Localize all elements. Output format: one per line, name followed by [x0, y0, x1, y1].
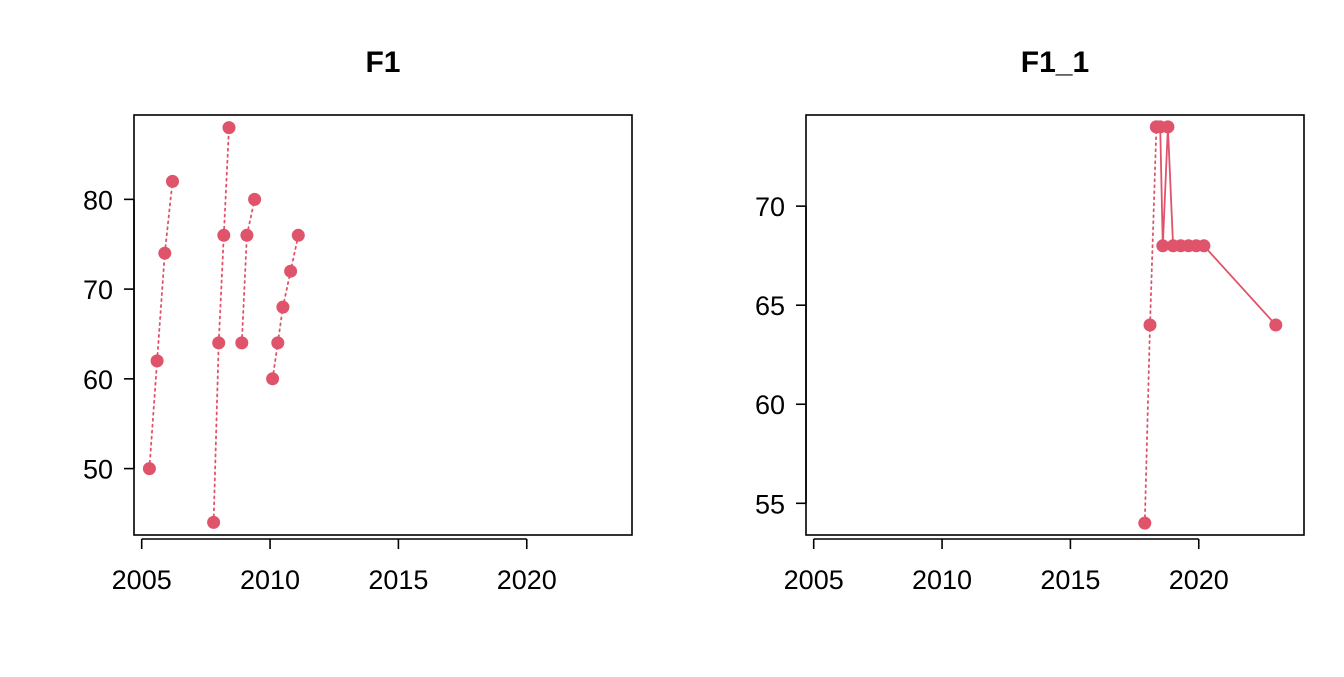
data-point	[1156, 239, 1170, 253]
data-point	[1138, 516, 1152, 530]
x-tick-label: 2010	[240, 565, 300, 595]
panel-f1: F1 2005 2010 2015 2020 50 60 70 80	[83, 46, 633, 595]
data-point	[248, 192, 262, 206]
data-point	[284, 264, 298, 278]
data-point	[276, 300, 290, 314]
data-point	[1197, 239, 1211, 253]
data-point	[222, 121, 236, 135]
data-point	[291, 228, 305, 242]
panel-f1-1: F1_1 2005 2010 2015 2020 55 60 65 70	[755, 46, 1305, 595]
series-line	[1156, 126, 1277, 326]
x-tick-label: 2010	[912, 565, 972, 595]
data-point	[217, 228, 231, 242]
y-tick-label: 60	[755, 390, 785, 420]
y-tick-label: 65	[755, 291, 785, 321]
plot-frame	[805, 114, 1305, 536]
data-point	[207, 515, 221, 529]
x-tick-label: 2020	[1169, 565, 1229, 595]
y-tick-label: 50	[83, 455, 113, 485]
data-point	[158, 246, 172, 260]
data-point	[1161, 120, 1175, 134]
y-tick-label: 55	[755, 489, 785, 519]
data-point	[1143, 318, 1157, 332]
chart-title: F1	[365, 46, 400, 79]
data-point	[142, 462, 156, 476]
series-line	[212, 126, 230, 524]
x-tick-label: 2005	[112, 565, 172, 595]
y-tick-label: 60	[83, 365, 113, 395]
y-tick-label: 70	[755, 192, 785, 222]
data-point	[271, 336, 285, 350]
data-point	[212, 336, 226, 350]
x-tick-label: 2015	[1040, 565, 1100, 595]
plot-frame	[133, 114, 633, 536]
data-point	[166, 174, 179, 188]
data-point	[1269, 318, 1283, 332]
x-tick-label: 2020	[497, 565, 557, 595]
data-point	[266, 372, 280, 386]
chart-title: F1_1	[1021, 46, 1089, 79]
data-point	[150, 354, 164, 368]
data-point	[240, 228, 254, 242]
y-tick-label: 80	[83, 185, 113, 215]
data-point	[235, 336, 249, 350]
y-tick-label: 70	[83, 275, 113, 305]
series-line	[240, 198, 256, 344]
x-tick-label: 2015	[368, 565, 428, 595]
series-line	[148, 180, 174, 470]
x-tick-label: 2005	[784, 565, 844, 595]
